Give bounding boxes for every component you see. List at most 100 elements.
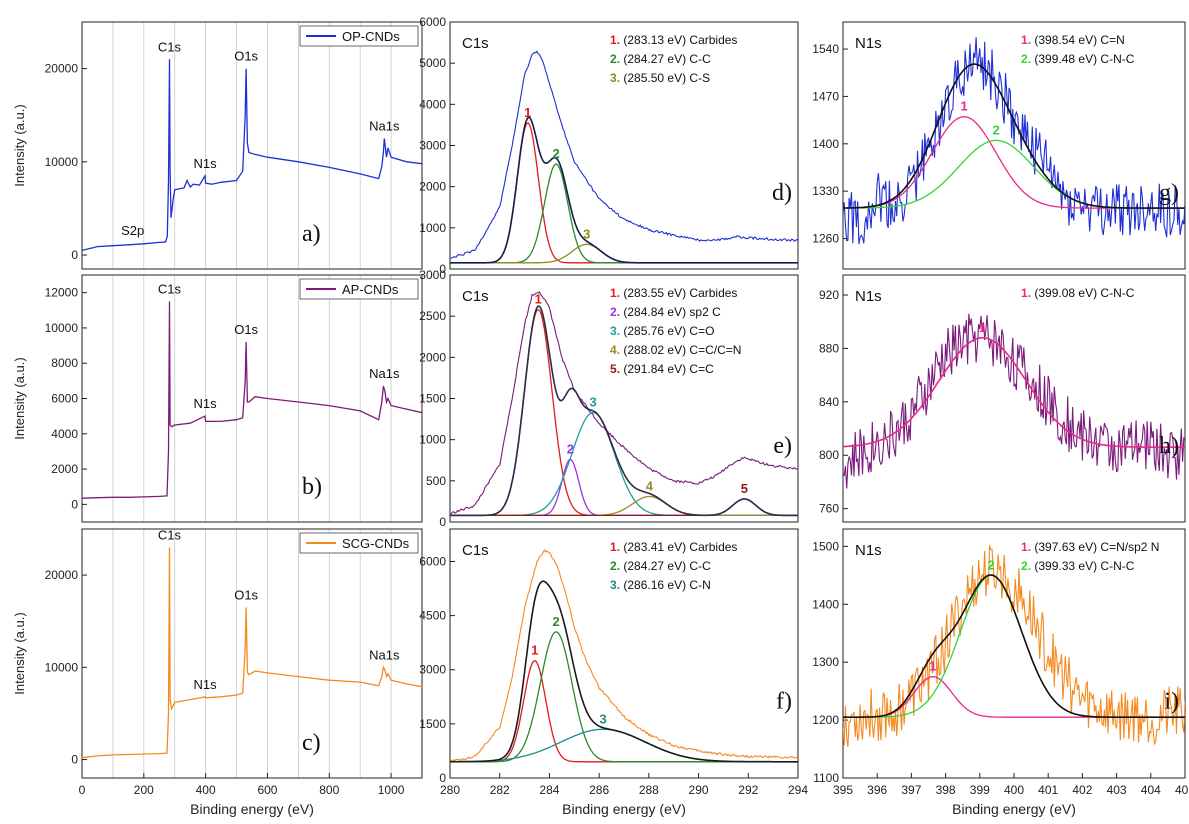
- legend-text: SCG-CNDs: [342, 536, 410, 551]
- legend-entry-3: 3. (285.76 eV) C=O: [610, 324, 714, 338]
- legend-entry-4: 4. (288.02 eV) C=C/C=N: [610, 343, 741, 357]
- component-4-marker: 4: [646, 478, 654, 493]
- peak-label: N1s: [193, 396, 217, 411]
- component-1-marker: 1: [531, 643, 538, 658]
- legend-entry-2: 2. (399.48 eV) C-N-C: [1021, 52, 1135, 66]
- y-tick-label: 800: [819, 448, 839, 462]
- legend-dot: .: [617, 540, 620, 554]
- legend-index: 2: [610, 559, 617, 573]
- legend-label: (285.76 eV) C=O: [620, 324, 714, 338]
- y-tick-label: 3000: [419, 663, 446, 677]
- panel-b: 0 2000 4000 6000 8000 10000 12000 Intensity (a.…: [12, 274, 423, 523]
- x-axis-label: Binding energy (eV): [190, 801, 314, 817]
- y-tick-label: 0: [71, 497, 78, 511]
- y-tick-label: 2000: [51, 462, 78, 476]
- y-axis-label: Intensity (a.u.): [12, 357, 27, 439]
- x-tick-label: 294: [788, 783, 808, 797]
- y-tick-label: 1330: [812, 184, 839, 198]
- measured-spectrum: [843, 545, 1185, 747]
- y-tick-label: 12000: [45, 286, 79, 300]
- y-tick-label: 880: [819, 341, 839, 355]
- x-tick-label: 405: [1175, 783, 1189, 797]
- plot-area: [450, 291, 798, 517]
- legend-label: (397.63 eV) C=N/sp2 N: [1031, 540, 1159, 554]
- x-tick-label: 290: [689, 783, 709, 797]
- legend-entry-1: 1. (283.41 eV) Carbides: [610, 540, 737, 554]
- panel-label: c): [302, 730, 321, 756]
- y-tick-label: 0: [71, 753, 78, 767]
- plot-area: [843, 313, 1185, 489]
- legend-dot: .: [1028, 286, 1031, 300]
- y-tick-label: 760: [819, 502, 839, 516]
- panel-label: b): [302, 474, 322, 500]
- legend-index: 2: [1021, 52, 1028, 66]
- y-tick-label: 0: [439, 771, 446, 785]
- legend-index: 3: [610, 578, 617, 592]
- y-tick-label: 4000: [419, 97, 446, 111]
- legend-dot: .: [1028, 559, 1031, 573]
- panel-label: d): [772, 180, 792, 206]
- component-2-marker: 2: [553, 614, 560, 629]
- legend-entry-5: 5. (291.84 eV) C=C: [610, 362, 714, 376]
- panel-g: 1260 1330 1400 1470 1540 1 2 N1s 1. (398.54 eV) …: [812, 21, 1186, 270]
- y-tick-label: 1500: [419, 392, 446, 406]
- panel-c: 0 10000 20000 0 200 400 600 800 1000 Binding ener…: [12, 527, 423, 817]
- y-tick-label: 0: [439, 515, 446, 529]
- plot-area: [82, 301, 422, 499]
- x-tick-label: 402: [1072, 783, 1092, 797]
- y-axis-label: Intensity (a.u.): [12, 104, 27, 186]
- legend-label: (399.33 eV) C-N-C: [1031, 559, 1135, 573]
- x-tick-label: 280: [440, 783, 460, 797]
- legend-dot: .: [617, 33, 620, 47]
- component-1-marker: 1: [960, 99, 967, 114]
- y-tick-label: 2000: [419, 350, 446, 364]
- plot-area: [843, 545, 1185, 747]
- y-tick-label: 8000: [51, 356, 78, 370]
- legend-dot: .: [1028, 33, 1031, 47]
- series-line-AP-CNDs: [82, 301, 422, 499]
- fit-envelope: [843, 63, 1185, 209]
- legend-text: AP-CNDs: [342, 282, 399, 297]
- peak-label: Na1s: [369, 119, 400, 134]
- y-tick-label: 1000: [419, 221, 446, 235]
- legend-label: (283.55 eV) Carbides: [620, 286, 737, 300]
- peak-label: Na1s: [369, 647, 400, 662]
- legend-dot: .: [617, 71, 620, 85]
- legend-box: [299, 532, 419, 554]
- x-tick-label: 286: [589, 783, 609, 797]
- component-3-marker: 3: [590, 394, 597, 409]
- legend-index: 2: [610, 52, 617, 66]
- y-tick-label: 10000: [45, 155, 79, 169]
- legend-label: (288.02 eV) C=C/C=N: [620, 343, 741, 357]
- legend-entry-1: 1. (399.08 eV) C-N-C: [1021, 286, 1135, 300]
- legend-label: (286.16 eV) C-N: [620, 578, 711, 592]
- y-tick-label: 10000: [45, 660, 79, 674]
- x-axis-label: Binding energy (eV): [562, 801, 686, 817]
- x-tick-label: 282: [490, 783, 510, 797]
- legend-dot: .: [617, 362, 620, 376]
- peak-label: Na1s: [369, 366, 400, 381]
- x-tick-label: 404: [1141, 783, 1161, 797]
- legend-dot: .: [1028, 540, 1031, 554]
- measured-spectrum: [843, 313, 1185, 489]
- legend-label: (399.08 eV) C-N-C: [1031, 286, 1135, 300]
- y-tick-label: 3000: [419, 268, 446, 282]
- legend-entry-2: 2. (284.84 eV) sp2 C: [610, 305, 721, 319]
- fit-envelope: [450, 580, 798, 763]
- core-level-label: N1s: [855, 542, 882, 559]
- peak-label: S2p: [121, 223, 144, 238]
- component-1-curve: [843, 337, 1185, 448]
- legend-entry-2: 2. (284.27 eV) C-C: [610, 559, 711, 573]
- legend-index: 1: [610, 540, 617, 554]
- y-tick-label: 6000: [419, 15, 446, 29]
- component-2-marker: 2: [987, 557, 994, 572]
- component-1-marker: 1: [979, 320, 986, 335]
- panel-label: a): [302, 221, 321, 247]
- legend-text: OP-CNDs: [342, 29, 400, 44]
- legend-dot: .: [617, 52, 620, 66]
- legend-entry-1: 1. (397.63 eV) C=N/sp2 N: [1021, 540, 1159, 554]
- y-tick-label: 3000: [419, 139, 446, 153]
- y-tick-label: 1500: [419, 717, 446, 731]
- peak-label: C1s: [158, 281, 182, 296]
